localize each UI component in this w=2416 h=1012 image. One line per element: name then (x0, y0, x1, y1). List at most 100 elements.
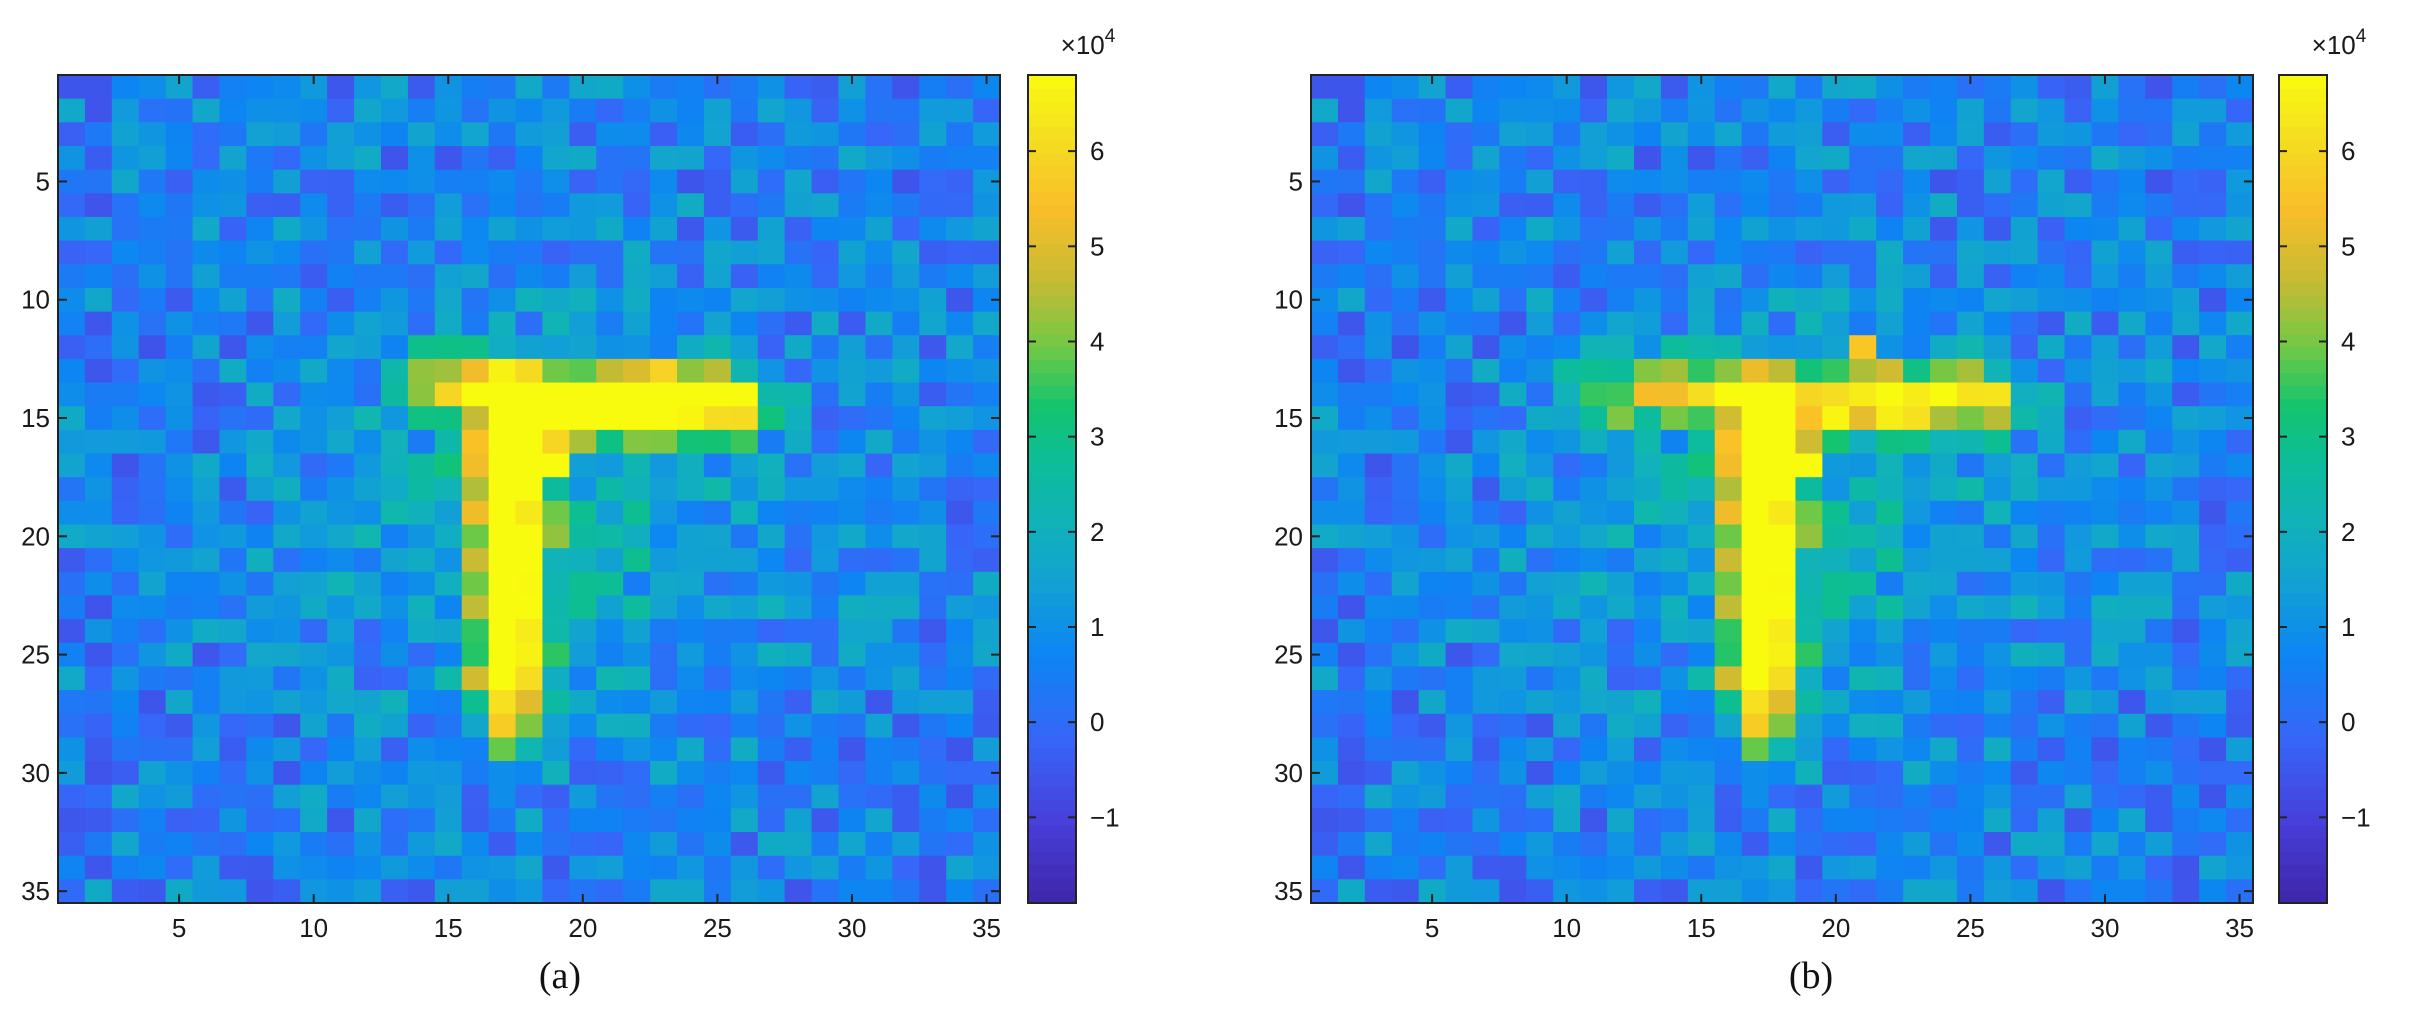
heatmap-cell (1903, 335, 1931, 360)
heatmap-cell (892, 382, 920, 407)
heatmap-cell (246, 264, 274, 289)
heatmap-cell (515, 713, 544, 738)
heatmap-cell (1526, 713, 1554, 738)
heatmap-cell (434, 690, 463, 715)
heatmap-cell (2010, 335, 2039, 360)
heatmap-cell (757, 145, 786, 171)
colorbar-segment (1028, 890, 1076, 904)
heatmap-cell (1956, 571, 1985, 597)
heatmap-cell (1903, 122, 1931, 147)
heatmap-cell (1876, 808, 1904, 833)
heatmap-cell (784, 477, 813, 502)
heatmap-cell (488, 429, 517, 455)
heatmap-cell (1687, 335, 1716, 360)
heatmap-cell (784, 713, 813, 738)
heatmap-cell (1391, 169, 1420, 194)
heatmap-cell (1472, 548, 1500, 573)
heatmap-cell (327, 98, 355, 123)
heatmap-cell (2199, 287, 2227, 313)
heatmap-cell (1526, 879, 1554, 904)
heatmap-cell (596, 784, 624, 809)
heatmap-cell (461, 879, 490, 904)
heatmap-cell (677, 832, 705, 857)
heatmap-cell (973, 832, 1001, 857)
heatmap-cell (165, 500, 194, 526)
heatmap-cell (1983, 666, 2012, 691)
heatmap-cell (138, 571, 167, 597)
heatmap-cell (1391, 855, 1420, 880)
heatmap-cell (58, 477, 86, 502)
heatmap-cell (892, 287, 920, 313)
heatmap-cell (1768, 169, 1797, 194)
heatmap-cell (1956, 713, 1985, 738)
heatmap-cell (2064, 855, 2093, 880)
heatmap-cell (434, 524, 463, 549)
heatmap-cell (1768, 406, 1797, 431)
heatmap-cell (596, 642, 624, 668)
heatmap-cell (2199, 642, 2227, 668)
heatmap-cell (84, 690, 113, 715)
heatmap-cell (1580, 216, 1608, 242)
heatmap-cell (811, 193, 840, 218)
heatmap-cell (246, 832, 274, 857)
colorbar-segment (1028, 579, 1076, 594)
heatmap-cell (1795, 453, 1823, 478)
heatmap-cell (1660, 666, 1689, 691)
heatmap-cell (2145, 287, 2173, 313)
heatmap-cell (1660, 524, 1689, 549)
heatmap-cell (1337, 216, 1366, 242)
heatmap-cell (434, 406, 463, 431)
heatmap-cell (838, 311, 867, 336)
heatmap-cell (1849, 216, 1877, 242)
heatmap-cell (1983, 619, 2012, 644)
heatmap-cell (246, 571, 274, 597)
heatmap-cell (730, 75, 759, 100)
heatmap-cell (2199, 737, 2227, 762)
heatmap-cell (1983, 335, 2012, 360)
heatmap-cell (757, 500, 786, 526)
heatmap-cell (838, 358, 867, 384)
heatmap-cell (703, 145, 732, 171)
heatmap-cell (865, 477, 893, 502)
heatmap-cell (1876, 619, 1904, 644)
heatmap-cell (407, 122, 436, 147)
heatmap-cell (165, 784, 194, 809)
heatmap-cell (407, 548, 436, 573)
heatmap-cell (1553, 406, 1581, 431)
heatmap-cell (407, 264, 436, 289)
heatmap-cell (246, 524, 274, 549)
heatmap-cell (1660, 642, 1689, 668)
heatmap-cell (300, 477, 328, 502)
heatmap-cell (138, 500, 167, 526)
heatmap-cells (1311, 75, 2254, 904)
heatmap-cell (219, 784, 247, 809)
heatmap-cell (703, 358, 732, 384)
heatmap-cell (730, 879, 759, 904)
heatmap-cell (2037, 761, 2066, 786)
colorbar-segment (1028, 708, 1076, 723)
heatmap-cell (1311, 500, 1339, 526)
heatmap-cell (784, 737, 813, 762)
heatmap-cell (380, 855, 409, 880)
heatmap-cell (488, 524, 517, 549)
colorbar-frame (1027, 74, 1077, 904)
heatmap-cell (84, 548, 113, 573)
heatmap-cell (192, 429, 221, 455)
heatmap-cell (1849, 358, 1877, 384)
heatmap-cell (2145, 311, 2173, 336)
heatmap-cell (596, 453, 624, 478)
heatmap-cell (1687, 264, 1716, 289)
heatmap-cell (165, 287, 194, 313)
heatmap-cell (1633, 855, 1662, 880)
heatmap-cell (488, 169, 517, 194)
heatmap-cell (380, 642, 409, 668)
heatmap-cell (811, 358, 840, 384)
heatmap-cell (380, 879, 409, 904)
heatmap-cell (488, 642, 517, 668)
heatmap-cell (811, 311, 840, 336)
heatmap-cell (407, 642, 436, 668)
heatmap-cell (623, 477, 651, 502)
heatmap-cell (380, 75, 409, 100)
heatmap-cell (407, 287, 436, 313)
heatmap-cell (1499, 832, 1527, 857)
